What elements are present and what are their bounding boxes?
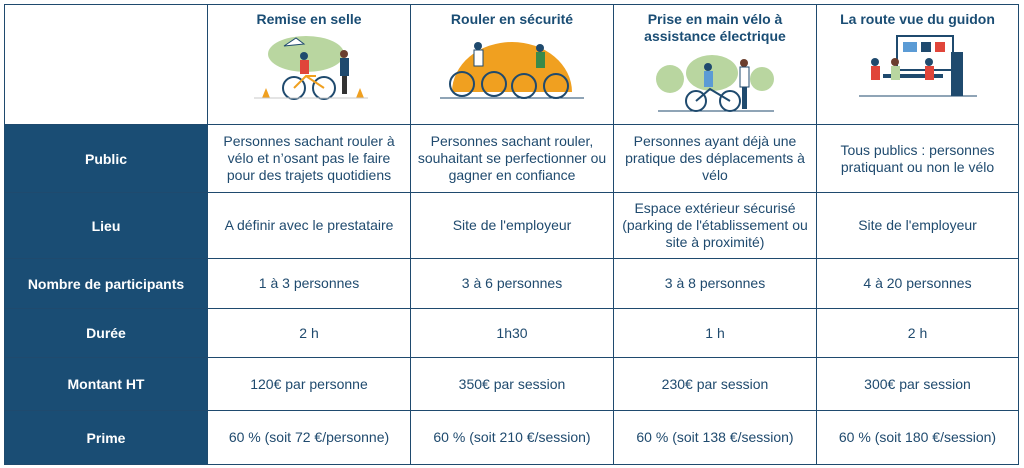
table-cell: 350€ par session — [410, 357, 614, 411]
table-cell: 2 h — [207, 308, 411, 358]
table-cell: 60 % (soit 210 €/session) — [410, 410, 614, 465]
row-header: Lieu — [4, 192, 208, 259]
table-cell: 4 à 20 personnes — [816, 258, 1019, 309]
corner-cell — [4, 4, 208, 125]
column-title: Remise en selle — [256, 11, 362, 27]
table-cell: Personnes ayant déjà une pratique des dé… — [613, 124, 817, 193]
column-title: La route vue du guidon — [840, 11, 995, 27]
row-header: Durée — [4, 308, 208, 358]
column-title: Rouler en sécurité — [450, 11, 574, 27]
table-cell: Personnes sachant rouler, souhaitant se … — [410, 124, 614, 193]
table-cell: Espace extérieur sécurisé (parking de l'… — [613, 192, 817, 259]
row-header: Prime — [4, 410, 208, 465]
table-cell: 1 à 3 personnes — [207, 258, 411, 309]
table-cell: Site de l'employeur — [816, 192, 1019, 259]
row-header: Nombre de participants — [4, 258, 208, 309]
table-cell: 230€ par session — [613, 357, 817, 411]
table-row: Public Personnes sachant rouler à vélo e… — [4, 124, 1019, 193]
table-cell: 120€ par personne — [207, 357, 411, 411]
column-header-route-vue-du-guidon: La route vue du guidon — [816, 4, 1019, 125]
cyclists-with-cones-illustration — [254, 36, 368, 100]
table-cell: Tous publics : personnes pratiquant ou n… — [816, 124, 1019, 193]
row-header: Montant HT — [4, 357, 208, 411]
header-row: Remise en selle Rouler en sécurité — [4, 4, 1019, 125]
table-cell: 3 à 8 personnes — [613, 258, 817, 309]
table-row: Prime 60 % (soit 72 €/personne) 60 % (so… — [4, 410, 1019, 465]
table-cell: 2 h — [816, 308, 1019, 358]
table-cell: 1 h — [613, 308, 817, 358]
table-cell: 300€ par session — [816, 357, 1019, 411]
table-row: Lieu A définir avec le prestataire Site … — [4, 192, 1019, 259]
table-cell: Personnes sachant rouler à vélo et n’osa… — [207, 124, 411, 193]
table-cell: A définir avec le prestataire — [207, 192, 411, 259]
table-cell: 60 % (soit 138 €/session) — [613, 410, 817, 465]
classroom-presentation-illustration — [858, 35, 977, 97]
table-row: Durée 2 h 1h30 1 h 2 h — [4, 308, 1019, 358]
table-row: Nombre de participants 1 à 3 personnes 3… — [4, 258, 1019, 309]
column-header-rouler-en-securite: Rouler en sécurité — [410, 4, 614, 125]
row-header: Public — [4, 124, 208, 193]
table-cell: 3 à 6 personnes — [410, 258, 614, 309]
column-header-prise-en-main-vae: Prise en main vélo à assistance électriq… — [613, 4, 817, 125]
comparison-table: Remise en selle Rouler en sécurité — [4, 4, 1019, 465]
column-header-remise-en-selle: Remise en selle — [207, 4, 411, 125]
table-cell: 1h30 — [410, 308, 614, 358]
cyclists-riding-sun-illustration — [440, 42, 584, 99]
table-cell: 60 % (soit 72 €/personne) — [207, 410, 411, 465]
ebike-handover-illustration — [656, 55, 774, 112]
table-row: Montant HT 120€ par personne 350€ par se… — [4, 357, 1019, 411]
table-cell: 60 % (soit 180 €/session) — [816, 410, 1019, 465]
table-cell: Site de l'employeur — [410, 192, 614, 259]
column-title: Prise en main vélo à assistance électriq… — [644, 11, 786, 44]
